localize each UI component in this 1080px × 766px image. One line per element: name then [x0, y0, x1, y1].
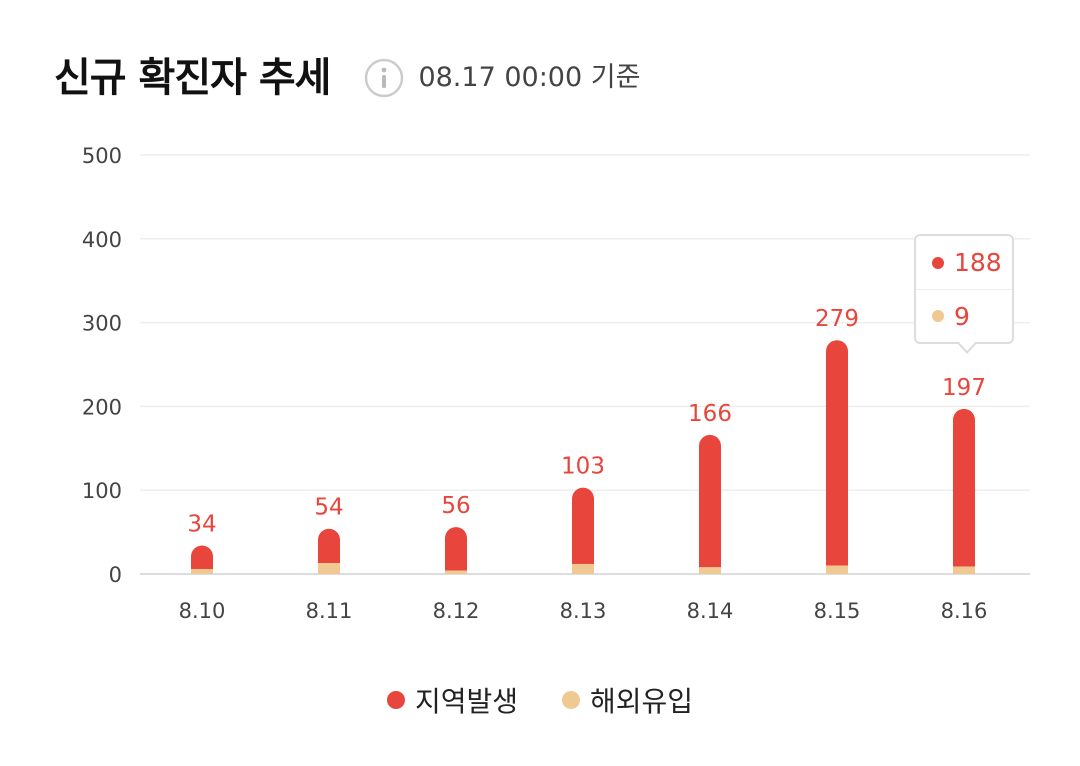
y-tick-label-300: 300	[82, 312, 122, 336]
y-tick-label-500: 500	[82, 144, 122, 168]
basis-timestamp: 08.17 00:00 기준	[418, 62, 641, 93]
legend-overseas-dot	[562, 691, 580, 709]
bar-local-8.10[interactable]	[191, 545, 213, 569]
legend-local-dot	[386, 691, 405, 709]
legend-item-overseas[interactable]: 해외유입	[562, 680, 693, 720]
y-tick-label-0: 0	[109, 563, 122, 587]
bar-local-8.13[interactable]	[572, 487, 594, 564]
bar-overseas-8.10[interactable]	[191, 568, 213, 574]
x-tick-label-8.12: 8.12	[433, 599, 480, 623]
bar-local-8.12[interactable]	[445, 527, 467, 571]
value-label-8.16: 197	[942, 375, 986, 401]
value-label-8.15: 279	[815, 306, 859, 332]
bar-local-8.15[interactable]	[826, 340, 848, 566]
x-tick-label-8.13: 8.13	[560, 599, 607, 623]
x-tick-label-8.16: 8.16	[941, 599, 988, 623]
legend-local-label: 지역발생	[414, 685, 518, 718]
bars	[191, 340, 975, 574]
y-tick-label-100: 100	[82, 479, 122, 503]
x-tick-label-8.10: 8.10	[179, 599, 226, 623]
x-tick-label-8.11: 8.11	[306, 599, 353, 623]
tooltip-8-16: 188 9	[914, 234, 1014, 344]
x-tick-label-8.14: 8.14	[687, 599, 734, 623]
value-label-8.13: 103	[561, 454, 605, 480]
tooltip-row-overseas: 9	[916, 289, 1012, 342]
y-tick-label-400: 400	[82, 228, 122, 252]
tooltip-local-value: 188	[954, 248, 1002, 277]
value-label-8.10: 34	[187, 512, 216, 538]
bar-overseas-8.14[interactable]	[699, 567, 721, 574]
chart-legend: 지역발생 해외유입	[0, 680, 1080, 720]
bar-overseas-8.13[interactable]	[572, 563, 594, 574]
tooltip-row-local: 188	[916, 236, 1012, 289]
bar-overseas-8.11[interactable]	[318, 563, 340, 574]
bar-overseas-8.16[interactable]	[953, 566, 975, 574]
info-circle-icon[interactable]	[364, 58, 404, 98]
chart-header: 신규 확진자 추세 08.17 00:00 기준	[54, 48, 640, 108]
bar-local-8.14[interactable]	[699, 434, 721, 568]
legend-item-local[interactable]: 지역발생	[386, 680, 518, 720]
y-axis-ticks: 0 100 200 300 400 500	[82, 144, 122, 587]
bar-overseas-8.12[interactable]	[445, 570, 467, 574]
chart-title: 신규 확진자 추세	[54, 55, 331, 101]
tooltip-local-dot	[932, 256, 944, 269]
tooltip-arrow-fill	[958, 341, 976, 351]
tooltip-overseas-value: 9	[954, 301, 970, 331]
value-label-8.11: 54	[314, 495, 343, 521]
value-label-8.14: 166	[688, 401, 732, 427]
legend-overseas-label: 해외유입	[590, 685, 694, 718]
bar-local-8.11[interactable]	[318, 528, 340, 564]
x-axis-ticks: 8.10 8.11 8.12 8.13 8.14 8.15 8.16	[179, 599, 988, 623]
tooltip-overseas-dot	[932, 310, 944, 322]
value-label-8.12: 56	[441, 493, 470, 519]
x-tick-label-8.15: 8.15	[814, 599, 861, 623]
value-labels: 34 54 56 103 166 279 197	[187, 306, 986, 537]
y-tick-label-200: 200	[82, 395, 122, 419]
bar-overseas-8.15[interactable]	[826, 565, 848, 574]
bar-local-8.16[interactable]	[953, 408, 975, 567]
